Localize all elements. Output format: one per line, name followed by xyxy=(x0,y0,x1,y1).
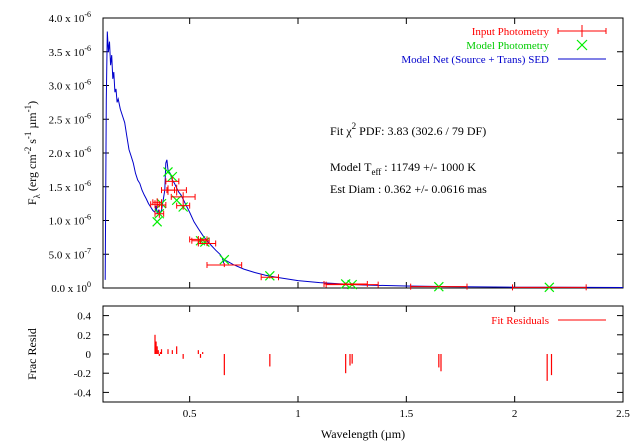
input-photometry-point xyxy=(170,192,196,202)
model-photometry-point xyxy=(152,216,163,227)
legend-model-stroke xyxy=(576,39,588,51)
model-point-stroke xyxy=(152,216,163,227)
residual-y-tick-label: -0.2 xyxy=(74,368,91,380)
model-point-stroke xyxy=(163,166,173,177)
model-photometry-point xyxy=(219,254,230,265)
input-photometry-points xyxy=(150,176,587,291)
legend-label-residuals: Fit Residuals xyxy=(491,315,549,327)
x-tick-label: 1.5 xyxy=(399,408,413,420)
teff-annotation: Model Teff : 11749 +/- 1000 K xyxy=(330,160,476,177)
main-y-tick-label: 1.5 x 10-6 xyxy=(49,179,91,194)
residual-y-tick-label: -0.4 xyxy=(74,387,92,399)
input-photometry-point xyxy=(512,284,587,291)
residual-y-tick-label: 0 xyxy=(86,349,92,361)
x-tick-labels: 0.5 1 1.5 2 2.5 xyxy=(183,408,631,420)
residual-bars xyxy=(154,334,553,381)
x-tick-label: 0.5 xyxy=(183,408,197,420)
fit-chi2-annotation: Fit χ2 PDF: 3.83 (302.6 / 79 DF) xyxy=(330,121,486,138)
x-axis-title: Wavelength (µm) xyxy=(321,427,405,441)
x-tick-label: 2 xyxy=(512,408,518,420)
main-y-tick-label: 2.5 x 10-6 xyxy=(49,111,91,126)
main-y-tick-label: 4.0 x 10-6 xyxy=(49,10,91,25)
residual-legend: Fit Residuals xyxy=(491,315,606,327)
model-point-stroke xyxy=(219,254,230,265)
input-photometry-point xyxy=(165,176,180,187)
legend-symbol-model xyxy=(576,39,588,51)
input-photometry-point xyxy=(260,274,279,281)
y-axis-title: Fλ (erg cm-2 s-1 µm-1) xyxy=(23,101,42,205)
input-photometry-point xyxy=(325,281,379,288)
main-y-tick-label: 2.0 x 10-6 xyxy=(49,145,91,160)
input-photometry-point xyxy=(176,201,191,210)
main-legend: Input Photometry Model Photometry Model … xyxy=(401,25,607,66)
residual-y-tick-labels: 0.4 0.2 0 -0.2 -0.4 xyxy=(74,311,92,400)
legend-label-model: Model Photometry xyxy=(466,40,549,52)
residual-y-tick-label: 0.2 xyxy=(77,330,91,342)
legend-label-sed: Model Net (Source + Trans) SED xyxy=(401,54,549,66)
x-tick-label: 1 xyxy=(295,408,301,420)
residual-ticks xyxy=(103,306,624,402)
diameter-annotation: Est Diam : 0.362 +/- 0.0616 mas xyxy=(330,182,487,196)
x-tick-label: 2.5 xyxy=(616,408,630,420)
main-y-tick-label: 1.0 x 10-6 xyxy=(49,213,91,228)
model-sed-line xyxy=(104,31,624,288)
input-photometry-point xyxy=(206,262,243,269)
legend-label-input: Input Photometry xyxy=(472,26,550,38)
input-photometry-point xyxy=(197,240,217,247)
input-photometry-point xyxy=(410,283,468,290)
input-photometry-point xyxy=(154,209,165,218)
main-y-tick-label: 3.5 x 10-6 xyxy=(49,44,91,59)
main-y-tick-labels: 0.0 x 100 5.0 x 10-7 1.0 x 10-6 1.5 x 10-6 2… xyxy=(49,10,91,295)
main-y-tick-label: 3.0 x 10-6 xyxy=(49,78,91,93)
input-photometry-point xyxy=(189,236,208,243)
main-y-tick-label: 0.0 x 100 xyxy=(51,280,91,295)
legend-symbol-input xyxy=(557,25,607,37)
main-y-tick-label: 5.0 x 10-7 xyxy=(49,246,91,261)
input-photometry-point xyxy=(323,280,368,287)
input-photometry-point xyxy=(156,200,167,210)
residual-y-axis-title: Frac Resid xyxy=(25,328,39,380)
model-point-stroke xyxy=(199,237,210,248)
input-photometry-point xyxy=(166,184,187,196)
residual-y-tick-label: 0.4 xyxy=(77,311,91,323)
